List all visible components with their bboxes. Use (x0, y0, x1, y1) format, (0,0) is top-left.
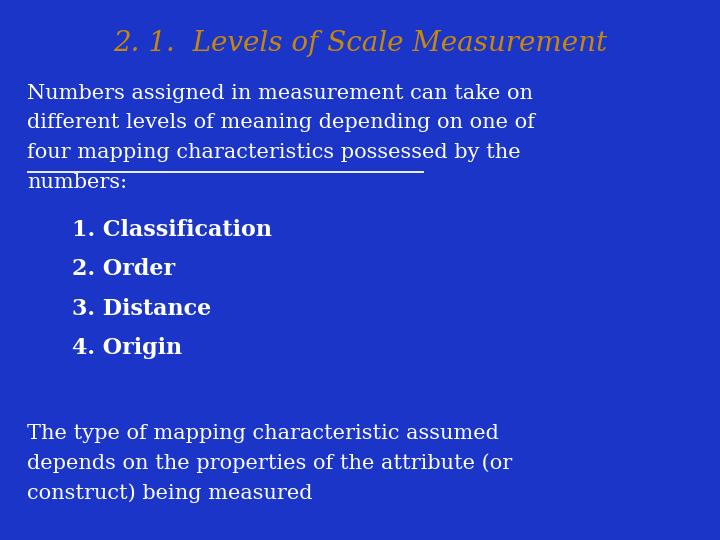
Text: 1. Classification: 1. Classification (72, 219, 272, 241)
Text: 2. Order: 2. Order (72, 258, 175, 280)
Text: 3. Distance: 3. Distance (72, 298, 211, 320)
Text: construct) being measured: construct) being measured (27, 483, 313, 503)
Text: 2. 1.  Levels of Scale Measurement: 2. 1. Levels of Scale Measurement (113, 30, 607, 57)
Text: numbers:: numbers: (27, 173, 127, 192)
Text: 4. Origin: 4. Origin (72, 337, 182, 359)
Text: depends on the properties of the attribute (or: depends on the properties of the attribu… (27, 454, 513, 473)
Text: The type of mapping characteristic assumed: The type of mapping characteristic assum… (27, 424, 499, 443)
Text: Numbers assigned in measurement can take on: Numbers assigned in measurement can take… (27, 84, 534, 103)
Text: different levels of meaning depending on one of: different levels of meaning depending on… (27, 113, 535, 132)
Text: four mapping characteristics possessed by the: four mapping characteristics possessed b… (27, 143, 521, 162)
